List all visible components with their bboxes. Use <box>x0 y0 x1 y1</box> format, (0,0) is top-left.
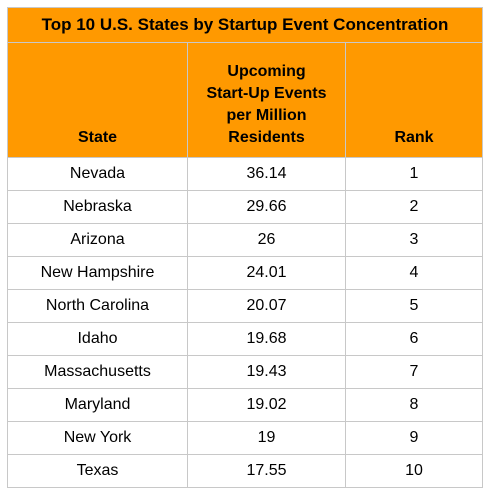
table-row: Nevada 36.14 1 <box>7 157 483 191</box>
cell-rank: 5 <box>345 289 483 323</box>
startup-events-table: Top 10 U.S. States by Startup Event Conc… <box>7 7 483 488</box>
cell-state: New York <box>7 421 188 455</box>
table-row: New Hampshire 24.01 4 <box>7 256 483 290</box>
column-header-line: Start-Up Events <box>206 85 327 102</box>
title-row: Top 10 U.S. States by Startup Event Conc… <box>7 7 483 43</box>
cell-rank: 8 <box>345 388 483 422</box>
table-row: Texas 17.55 10 <box>7 454 483 488</box>
table-row: Idaho 19.68 6 <box>7 322 483 356</box>
cell-events: 24.01 <box>187 256 346 290</box>
cell-state: Maryland <box>7 388 188 422</box>
cell-events: 29.66 <box>187 190 346 224</box>
table-row: Nebraska 29.66 2 <box>7 190 483 224</box>
cell-rank: 6 <box>345 322 483 356</box>
table-row: North Carolina 20.07 5 <box>7 289 483 323</box>
table-title: Top 10 U.S. States by Startup Event Conc… <box>7 7 483 43</box>
column-header-line: Upcoming <box>227 63 306 80</box>
column-header-line: per Million <box>226 107 307 124</box>
column-header-line: Rank <box>394 129 434 146</box>
cell-events: 26 <box>187 223 346 257</box>
table-row: Massachusetts 19.43 7 <box>7 355 483 389</box>
column-header-events: Upcoming Start-Up Events per Million Reside… <box>187 42 346 158</box>
table-row: Arizona 26 3 <box>7 223 483 257</box>
cell-state: Massachusetts <box>7 355 188 389</box>
cell-events: 19 <box>187 421 346 455</box>
cell-state: Idaho <box>7 322 188 356</box>
cell-rank: 1 <box>345 157 483 191</box>
table-row: New York 19 9 <box>7 421 483 455</box>
table-row: Maryland 19.02 8 <box>7 388 483 422</box>
cell-state: Nevada <box>7 157 188 191</box>
cell-events: 20.07 <box>187 289 346 323</box>
table-body: Nevada 36.14 1 Nebraska 29.66 2 Arizona 26 3 New … <box>7 157 483 488</box>
cell-rank: 2 <box>345 190 483 224</box>
cell-state: North Carolina <box>7 289 188 323</box>
cell-rank: 9 <box>345 421 483 455</box>
cell-state: Arizona <box>7 223 188 257</box>
column-header-state: State <box>7 42 188 158</box>
cell-events: 19.43 <box>187 355 346 389</box>
header-row: State Upcoming Start-Up Events per Million R… <box>7 42 483 158</box>
table-frame: Top 10 U.S. States by Startup Event Conc… <box>7 7 483 488</box>
column-header-line: State <box>77 129 118 146</box>
cell-state: New Hampshire <box>7 256 188 290</box>
cell-events: 17.55 <box>187 454 346 488</box>
cell-rank: 4 <box>345 256 483 290</box>
column-header-rank: Rank <box>345 42 483 158</box>
cell-rank: 3 <box>345 223 483 257</box>
cell-rank: 7 <box>345 355 483 389</box>
cell-state: Texas <box>7 454 188 488</box>
cell-events: 19.02 <box>187 388 346 422</box>
cell-rank: 10 <box>345 454 483 488</box>
cell-events: 19.68 <box>187 322 346 356</box>
cell-state: Nebraska <box>7 190 188 224</box>
column-header-line: Residents <box>228 129 305 146</box>
cell-events: 36.14 <box>187 157 346 191</box>
